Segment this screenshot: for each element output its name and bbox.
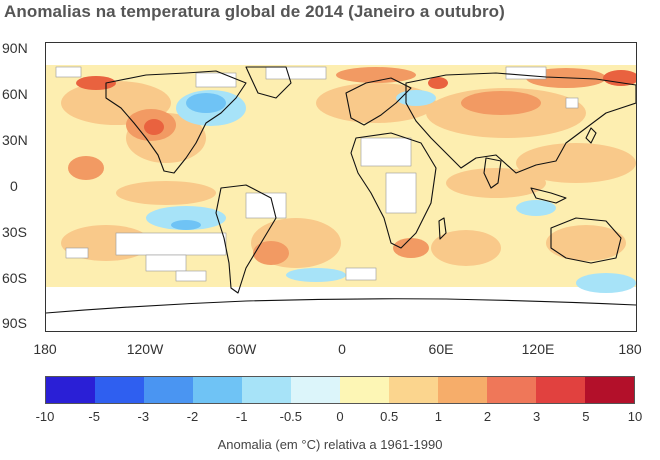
cold-patches (171, 93, 226, 230)
colorbar-segment (193, 377, 242, 403)
colorbar-segment (536, 377, 585, 403)
y-label-30n: 30N (2, 132, 28, 148)
y-label-90n: 90N (2, 40, 28, 56)
y-label-60n: 60N (2, 86, 28, 102)
colorbar-tick-label: -10 (35, 409, 55, 424)
antarctic-no-data (46, 287, 636, 331)
colorbar-tick-label: 1 (434, 409, 442, 424)
coastlines (46, 66, 636, 314)
colorbar-label: Anomalia (em °C) relativa a 1961-1990 (217, 437, 443, 452)
x-label-180-right: 180 (618, 341, 642, 357)
x-label-60e: 60E (428, 341, 454, 357)
colorbar-tick-label: 5 (582, 409, 590, 424)
colorbar-tick-label: 0 (336, 409, 344, 424)
no-data-cells (55, 66, 579, 282)
colorbar-segment (46, 377, 95, 403)
x-label-60w: 60W (227, 341, 257, 357)
x-label-0: 0 (338, 341, 346, 357)
colorbar-segment (95, 377, 144, 403)
y-label-0: 0 (10, 178, 18, 194)
colorbar (45, 376, 635, 404)
y-label-90s: 90S (2, 315, 27, 331)
colorbar-tick-label: 10 (627, 409, 643, 424)
colorbar-tick-label: 3 (533, 409, 541, 424)
y-label-60s: 60S (2, 270, 27, 286)
y-label-30s: 30S (2, 224, 27, 240)
anomaly-map-graphic (46, 65, 636, 331)
anomaly-map (45, 42, 637, 332)
colorbar-segment (291, 377, 340, 403)
colorbar-segment (585, 377, 634, 403)
colorbar-tick-label: -5 (88, 409, 100, 424)
x-label-180-left: 180 (33, 341, 57, 357)
colorbar-segment (487, 377, 536, 403)
colorbar-segment (438, 377, 487, 403)
colorbar-tick-label: -3 (137, 409, 150, 424)
colorbar-tick-label: -0.5 (279, 409, 303, 424)
colorbar-tick-label: -1 (235, 409, 248, 424)
colorbar-tick-label: -2 (186, 409, 199, 424)
colorbar-tick-label: 0.5 (380, 409, 399, 424)
colorbar-tick-label: 2 (483, 409, 492, 424)
colorbar-segment (144, 377, 193, 403)
very-hot-patches (76, 70, 636, 135)
colorbar-segment (389, 377, 438, 403)
colorbar-segment (340, 377, 389, 403)
x-label-120w: 120W (126, 341, 164, 357)
colorbar-segment (242, 377, 291, 403)
chart-title: Anomalias na temperatura global de 2014 … (4, 2, 505, 21)
x-label-120e: 120E (521, 341, 555, 357)
